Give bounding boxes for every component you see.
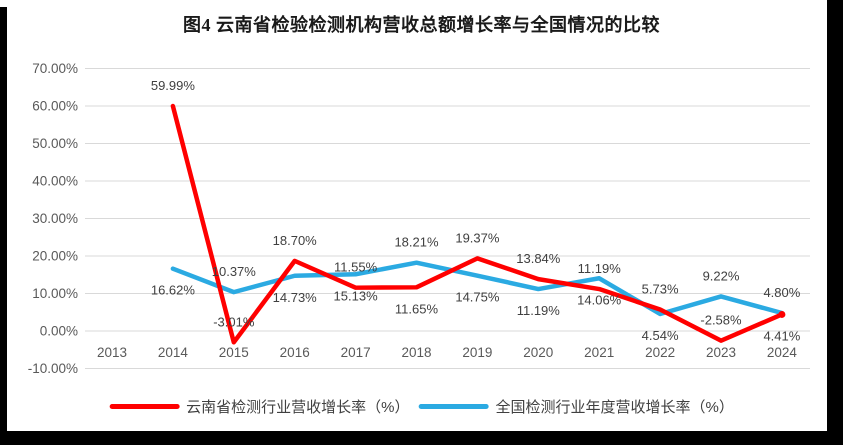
data-label: 59.99%	[151, 78, 196, 93]
data-label: 4.54%	[642, 328, 679, 343]
data-label: 16.62%	[151, 283, 196, 298]
y-axis-tick-label: 50.00%	[32, 136, 78, 151]
data-label: 10.37%	[212, 264, 257, 279]
x-axis-tick-label: 2015	[219, 345, 249, 360]
data-label: -3.01%	[213, 314, 255, 329]
chart-legend: 云南省检测行业营收增长率（%） 全国检测行业年度营收增长率（%）	[109, 396, 734, 417]
series-line	[170, 260, 785, 317]
x-axis-tick-label: 2013	[97, 345, 127, 360]
legend-item-national: 全国检测行业年度营收增长率（%）	[418, 396, 734, 417]
data-label: 13.84%	[516, 251, 561, 266]
x-axis-tick-label: 2016	[280, 345, 310, 360]
data-label: 19.37%	[455, 230, 500, 245]
x-axis-tick-label: 2024	[767, 345, 798, 360]
y-axis-tick-label: 10.00%	[32, 286, 78, 301]
frame-left-bar	[0, 7, 7, 445]
legend-label-yunnan: 云南省检测行业营收增长率（%）	[186, 399, 410, 416]
data-label: 14.75%	[455, 290, 500, 305]
frame-right-bar	[827, 0, 843, 445]
series-line	[170, 103, 785, 345]
x-axis-tick-label: 2023	[706, 345, 736, 360]
x-axis-tick-label: 2019	[462, 345, 492, 360]
frame-bottom-bar	[0, 431, 843, 445]
y-axis-tick-label: 0.00%	[40, 324, 78, 339]
x-axis-tick-label: 2022	[645, 345, 675, 360]
data-label: 11.55%	[334, 260, 378, 275]
data-label: 4.80%	[763, 285, 800, 300]
x-axis-tick-label: 2018	[401, 345, 431, 360]
x-axis-tick-label: 2014	[158, 345, 189, 360]
y-axis-tick-label: 60.00%	[32, 99, 78, 114]
data-label: 5.73%	[642, 282, 679, 297]
legend-line-red-icon	[109, 404, 180, 409]
data-label: 9.22%	[703, 268, 740, 283]
x-axis-tick-label: 2017	[341, 345, 371, 360]
data-label: -2.58%	[700, 313, 742, 328]
y-axis-tick-label: -10.00%	[28, 361, 78, 376]
x-axis-tick-label: 2021	[584, 345, 614, 360]
data-label: 14.73%	[273, 290, 318, 305]
legend-item-yunnan: 云南省检测行业营收增长率（%）	[109, 396, 410, 417]
x-axis-tick-label: 2020	[523, 345, 553, 360]
chart-title: 图4 云南省检验检测机构营收总额增长率与全国情况的比较	[183, 15, 660, 35]
data-label: 11.65%	[395, 301, 439, 316]
legend-line-blue-icon	[418, 404, 489, 409]
data-label: 11.19%	[578, 261, 622, 276]
y-axis-tick-label: 40.00%	[32, 174, 78, 189]
data-label: 18.70%	[273, 233, 318, 248]
data-label: 4.41%	[763, 328, 800, 343]
data-label: 18.21%	[394, 235, 439, 250]
legend-label-national: 全国检测行业年度营收增长率（%）	[495, 399, 734, 416]
data-label: 15.13%	[334, 288, 379, 303]
y-axis-tick-label: 30.00%	[32, 211, 78, 226]
data-label: 11.19%	[517, 303, 561, 318]
y-axis-tick-label: 70.00%	[32, 61, 78, 76]
data-label: 14.06%	[577, 292, 622, 307]
y-axis-tick-label: 20.00%	[32, 249, 78, 264]
series-end-marker	[778, 310, 786, 318]
